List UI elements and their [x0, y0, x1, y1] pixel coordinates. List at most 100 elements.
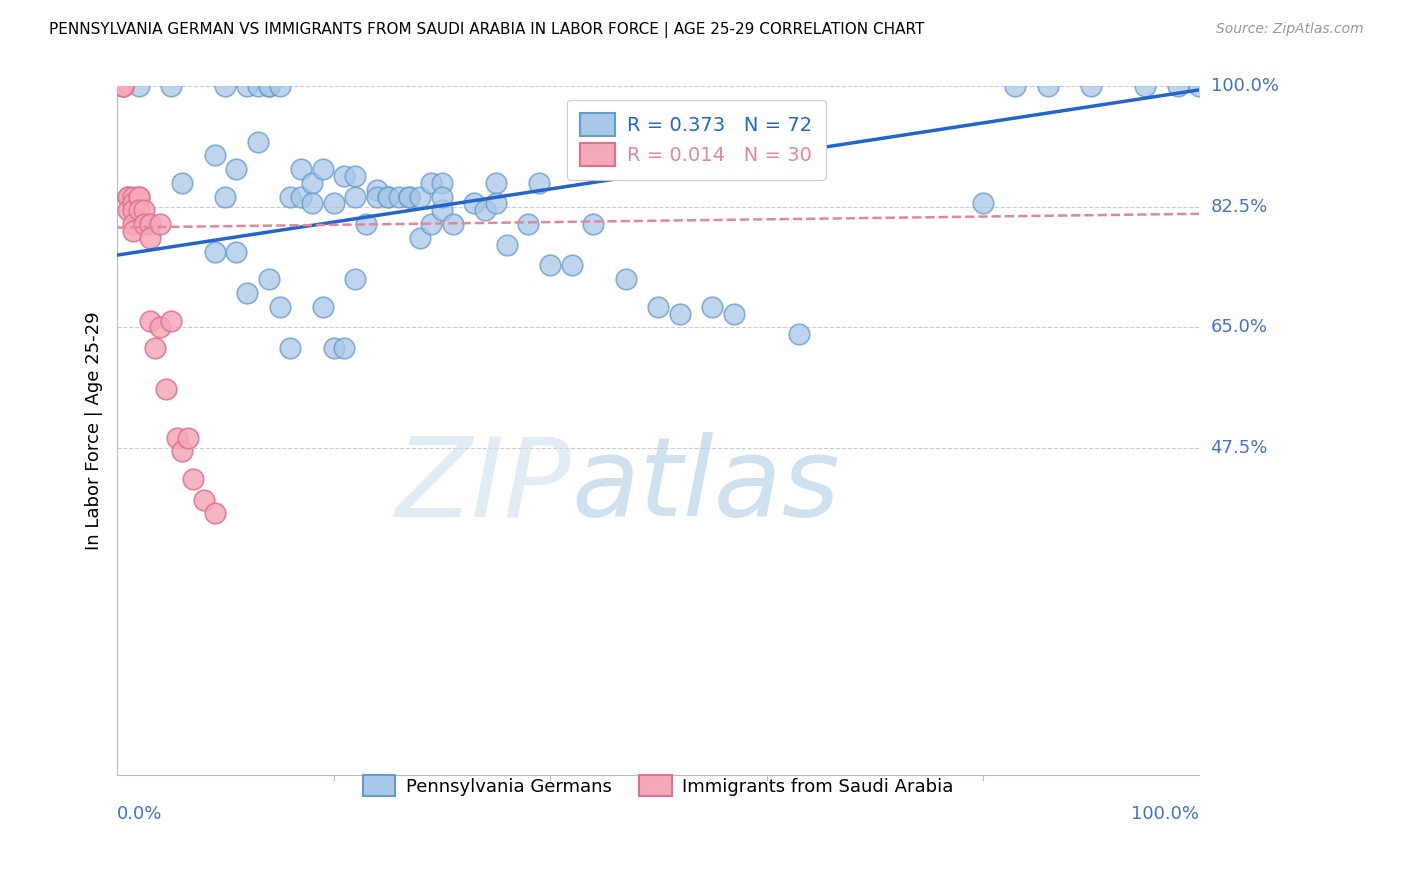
- Point: [117, 203, 139, 218]
- Point: [166, 431, 188, 445]
- Text: 82.5%: 82.5%: [1211, 198, 1268, 216]
- Point: [485, 196, 508, 211]
- Point: [149, 320, 172, 334]
- Point: [322, 341, 344, 355]
- Text: 100.0%: 100.0%: [1132, 805, 1199, 823]
- Point: [377, 189, 399, 203]
- Point: [409, 231, 432, 245]
- Point: [134, 217, 156, 231]
- Point: [160, 313, 183, 327]
- Point: [1167, 79, 1189, 94]
- Point: [344, 189, 367, 203]
- Point: [409, 189, 432, 203]
- Point: [420, 217, 443, 231]
- Point: [366, 183, 388, 197]
- Point: [122, 224, 145, 238]
- Point: [723, 307, 745, 321]
- Point: [204, 148, 226, 162]
- Point: [333, 341, 356, 355]
- Point: [344, 272, 367, 286]
- Point: [614, 272, 637, 286]
- Point: [122, 196, 145, 211]
- Point: [138, 313, 160, 327]
- Point: [1036, 79, 1059, 94]
- Point: [702, 300, 724, 314]
- Point: [128, 79, 150, 94]
- Point: [193, 492, 215, 507]
- Point: [225, 244, 247, 259]
- Point: [214, 189, 236, 203]
- Point: [280, 189, 302, 203]
- Point: [529, 176, 551, 190]
- Point: [1080, 79, 1102, 94]
- Point: [538, 259, 561, 273]
- Point: [128, 189, 150, 203]
- Point: [387, 189, 409, 203]
- Point: [463, 196, 485, 211]
- Point: [787, 327, 810, 342]
- Text: 65.0%: 65.0%: [1211, 318, 1268, 336]
- Point: [366, 189, 388, 203]
- Point: [122, 217, 145, 231]
- Point: [257, 79, 280, 94]
- Point: [204, 506, 226, 520]
- Point: [176, 431, 198, 445]
- Point: [474, 203, 496, 218]
- Point: [155, 383, 177, 397]
- Point: [561, 259, 583, 273]
- Point: [344, 169, 367, 183]
- Point: [181, 472, 204, 486]
- Point: [441, 217, 464, 231]
- Point: [280, 341, 302, 355]
- Text: PENNSYLVANIA GERMAN VS IMMIGRANTS FROM SAUDI ARABIA IN LABOR FORCE | AGE 25-29 C: PENNSYLVANIA GERMAN VS IMMIGRANTS FROM S…: [49, 22, 925, 38]
- Point: [354, 217, 377, 231]
- Point: [430, 176, 453, 190]
- Point: [225, 162, 247, 177]
- Point: [111, 79, 134, 94]
- Y-axis label: In Labor Force | Age 25-29: In Labor Force | Age 25-29: [86, 311, 103, 550]
- Point: [134, 203, 156, 218]
- Point: [301, 196, 323, 211]
- Text: ZIP: ZIP: [396, 433, 572, 540]
- Point: [430, 203, 453, 218]
- Point: [301, 176, 323, 190]
- Point: [257, 79, 280, 94]
- Point: [128, 203, 150, 218]
- Point: [214, 79, 236, 94]
- Point: [172, 444, 194, 458]
- Point: [1188, 79, 1211, 94]
- Point: [312, 300, 335, 314]
- Point: [138, 217, 160, 231]
- Point: [117, 189, 139, 203]
- Point: [420, 176, 443, 190]
- Point: [495, 237, 517, 252]
- Point: [117, 189, 139, 203]
- Point: [333, 169, 356, 183]
- Point: [204, 244, 226, 259]
- Point: [669, 307, 692, 321]
- Point: [517, 217, 540, 231]
- Point: [430, 189, 453, 203]
- Point: [172, 176, 194, 190]
- Point: [111, 79, 134, 94]
- Point: [1135, 79, 1157, 94]
- Point: [149, 217, 172, 231]
- Point: [246, 79, 269, 94]
- Point: [257, 272, 280, 286]
- Point: [160, 79, 183, 94]
- Point: [322, 196, 344, 211]
- Point: [236, 79, 259, 94]
- Text: 0.0%: 0.0%: [117, 805, 163, 823]
- Point: [312, 162, 335, 177]
- Point: [485, 176, 508, 190]
- Point: [128, 189, 150, 203]
- Point: [972, 196, 994, 211]
- Point: [269, 79, 291, 94]
- Point: [398, 189, 420, 203]
- Point: [122, 203, 145, 218]
- Text: atlas: atlas: [572, 433, 841, 540]
- Point: [398, 189, 420, 203]
- Point: [1004, 79, 1026, 94]
- Point: [236, 285, 259, 300]
- Point: [647, 300, 669, 314]
